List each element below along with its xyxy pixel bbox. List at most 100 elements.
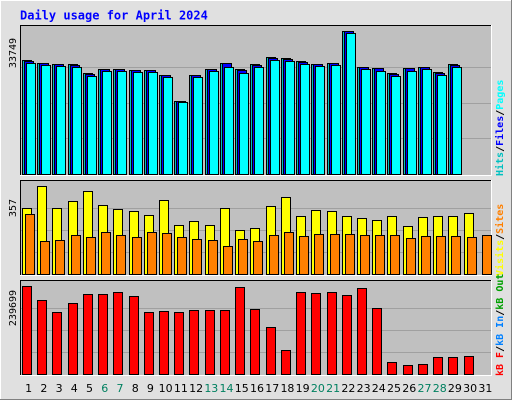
legend-entry-hits_files_pages-4: Pages — [495, 80, 506, 110]
bar-sites-day-2 — [40, 241, 50, 275]
bar-pages-day-6 — [102, 71, 112, 175]
chart-title: Daily usage for April 2024 — [20, 9, 208, 23]
x-tick-label-day-18: 18 — [280, 382, 294, 395]
bar-kb-f-day-26 — [403, 365, 413, 375]
bar-sites-day-12 — [192, 239, 202, 275]
bar-sites-day-31 — [482, 235, 492, 275]
bar-kb-f-day-9 — [144, 312, 154, 375]
bar-kb-f-day-21 — [327, 292, 337, 375]
bar-pages-day-11 — [178, 102, 188, 175]
bar-pages-day-20 — [315, 66, 325, 175]
legend-entry-hits_files_pages-1: / — [495, 146, 506, 152]
bar-pages-day-18 — [285, 61, 295, 175]
bar-pages-day-5 — [87, 76, 97, 175]
legend-entry-visits_sites-0: Visits — [494, 240, 506, 276]
bar-kb-f-day-11 — [174, 312, 184, 375]
legend-entry-hits_files_pages-0: Hits — [494, 152, 506, 176]
bar-sites-day-8 — [132, 237, 142, 275]
x-tick-label-day-29: 29 — [448, 382, 462, 395]
x-tick-label-day-14: 14 — [220, 382, 234, 395]
bar-sites-day-30 — [467, 237, 477, 275]
x-tick-label-day-27: 27 — [417, 382, 431, 395]
bar-pages-day-1 — [26, 63, 36, 175]
bar-kb-f-day-22 — [342, 295, 352, 375]
legend-entry-kbytes-1: / — [495, 346, 506, 352]
x-tick-label-day-2: 2 — [40, 382, 47, 395]
bar-sites-day-24 — [375, 235, 385, 275]
x-tick-label-day-6: 6 — [101, 382, 108, 395]
max-label-kbytes: 239699 — [8, 290, 19, 326]
bar-kb-f-day-25 — [387, 362, 397, 375]
bar-sites-day-25 — [390, 235, 400, 275]
bar-pages-day-23 — [361, 69, 371, 175]
bar-sites-day-20 — [314, 234, 324, 275]
x-tick-label-day-7: 7 — [116, 382, 123, 395]
bar-sites-day-18 — [284, 232, 294, 275]
x-tick-label-day-13: 13 — [204, 382, 218, 395]
x-tick-label-day-25: 25 — [387, 382, 401, 395]
bar-sites-day-28 — [436, 236, 446, 275]
bar-kb-f-day-15 — [235, 287, 245, 375]
bar-pages-day-28 — [437, 75, 447, 175]
bar-pages-day-21 — [331, 65, 341, 175]
bar-pages-day-19 — [300, 64, 310, 175]
x-tick-label-day-10: 10 — [159, 382, 173, 395]
bar-pages-day-10 — [163, 77, 173, 175]
x-axis-ticks: 1 2 3 4 5 6 7 8 9 10 11 12 13 14 15 16 17 18 19 20 21 22 23 24 2… — [25, 382, 492, 395]
bar-layer — [22, 31, 492, 375]
x-tick-label-day-5: 5 — [86, 382, 93, 395]
bar-kb-f-day-24 — [372, 308, 382, 375]
bar-sites-day-21 — [330, 234, 340, 275]
bar-kb-f-day-23 — [357, 288, 367, 375]
bar-sites-day-3 — [55, 240, 65, 275]
bar-pages-day-7 — [117, 71, 127, 175]
bar-kb-f-day-8 — [129, 296, 139, 375]
bar-kb-f-day-27 — [418, 364, 428, 375]
legend-entry-hits_files_pages-3: / — [495, 110, 506, 116]
x-tick-label-day-4: 4 — [71, 382, 78, 395]
bar-kb-f-day-2 — [37, 300, 47, 375]
bar-kb-f-day-10 — [159, 311, 169, 375]
legend-hits_files_pages: Hits/Files/Pages — [494, 80, 506, 176]
x-tick-label-day-15: 15 — [235, 382, 249, 395]
legend-visits_sites: Visits/Sites — [494, 204, 506, 276]
bar-pages-day-22 — [346, 33, 356, 175]
bar-pages-day-25 — [391, 76, 401, 175]
x-tick-label-day-20: 20 — [311, 382, 325, 395]
x-tick-label-day-17: 17 — [265, 382, 279, 395]
bar-sites-day-14 — [223, 246, 233, 275]
bar-kb-f-day-4 — [68, 303, 78, 375]
bar-sites-day-16 — [253, 241, 263, 275]
bar-pages-day-17 — [270, 60, 280, 175]
x-tick-label-day-11: 11 — [174, 382, 188, 395]
bar-sites-day-4 — [71, 235, 81, 275]
bar-pages-day-12 — [193, 77, 203, 175]
bar-pages-day-15 — [239, 73, 249, 175]
legend-entry-kbytes-2: kB In — [495, 316, 506, 346]
bar-sites-day-10 — [162, 233, 172, 275]
bar-pages-day-13 — [209, 71, 219, 175]
bar-pages-day-27 — [422, 69, 432, 175]
bar-sites-day-27 — [421, 236, 431, 275]
bar-pages-day-3 — [56, 66, 66, 175]
bar-kb-f-day-30 — [464, 356, 474, 375]
x-tick-label-day-12: 12 — [189, 382, 203, 395]
bar-kb-f-day-12 — [189, 310, 199, 375]
bar-pages-day-16 — [254, 67, 264, 175]
bar-sites-day-1 — [25, 214, 35, 275]
bar-sites-day-13 — [208, 240, 218, 275]
bar-pages-day-26 — [407, 71, 417, 175]
bar-sites-day-23 — [360, 235, 370, 275]
legend-entry-hits_files_pages-2: Files — [494, 116, 506, 146]
x-tick-label-day-31: 31 — [478, 382, 492, 395]
x-tick-label-day-23: 23 — [357, 382, 371, 395]
bar-kb-f-day-3 — [52, 312, 62, 375]
bar-kb-f-day-16 — [250, 309, 260, 375]
bar-sites-day-17 — [269, 235, 279, 275]
bar-kb-f-day-18 — [281, 350, 291, 375]
legend-entry-visits_sites-1: / — [495, 234, 506, 240]
bar-kb-f-day-17 — [266, 327, 276, 375]
x-tick-label-day-26: 26 — [402, 382, 416, 395]
x-tick-label-day-9: 9 — [147, 382, 154, 395]
bar-pages-day-2 — [41, 65, 51, 175]
